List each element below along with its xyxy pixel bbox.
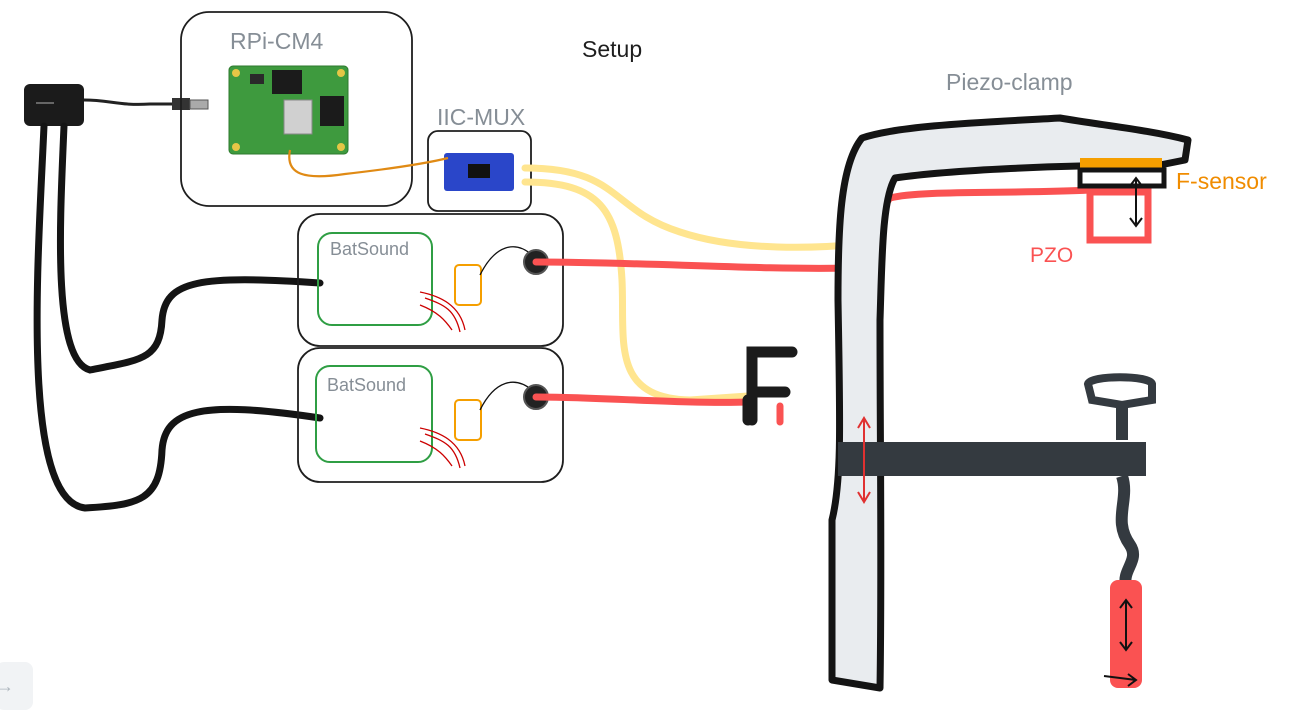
- piezo-clamp: [828, 114, 1192, 692]
- diagram-title: Setup: [582, 36, 643, 62]
- batsound-2-label: BatSound: [327, 375, 407, 395]
- nav-button[interactable]: →: [0, 662, 33, 710]
- rpi-label: RPi-CM4: [230, 28, 324, 54]
- arrow-right-icon: →: [0, 676, 14, 696]
- batsound-box-2: [297, 347, 564, 483]
- mux-label: IIC-MUX: [437, 104, 526, 130]
- small-clamp: [742, 346, 798, 426]
- batsound-box-1: [297, 213, 564, 347]
- batsound-1-label: BatSound: [330, 239, 410, 259]
- piezo-label: PZO: [1030, 244, 1074, 267]
- i2c-wire: [288, 149, 449, 178]
- usb-cables: [33, 122, 324, 512]
- usb-hub: [24, 84, 209, 126]
- mux-box: [427, 130, 532, 212]
- piezo-clamp-label: Piezo-clamp: [946, 69, 1073, 95]
- force-sensor-label: F-sensor: [1176, 168, 1267, 194]
